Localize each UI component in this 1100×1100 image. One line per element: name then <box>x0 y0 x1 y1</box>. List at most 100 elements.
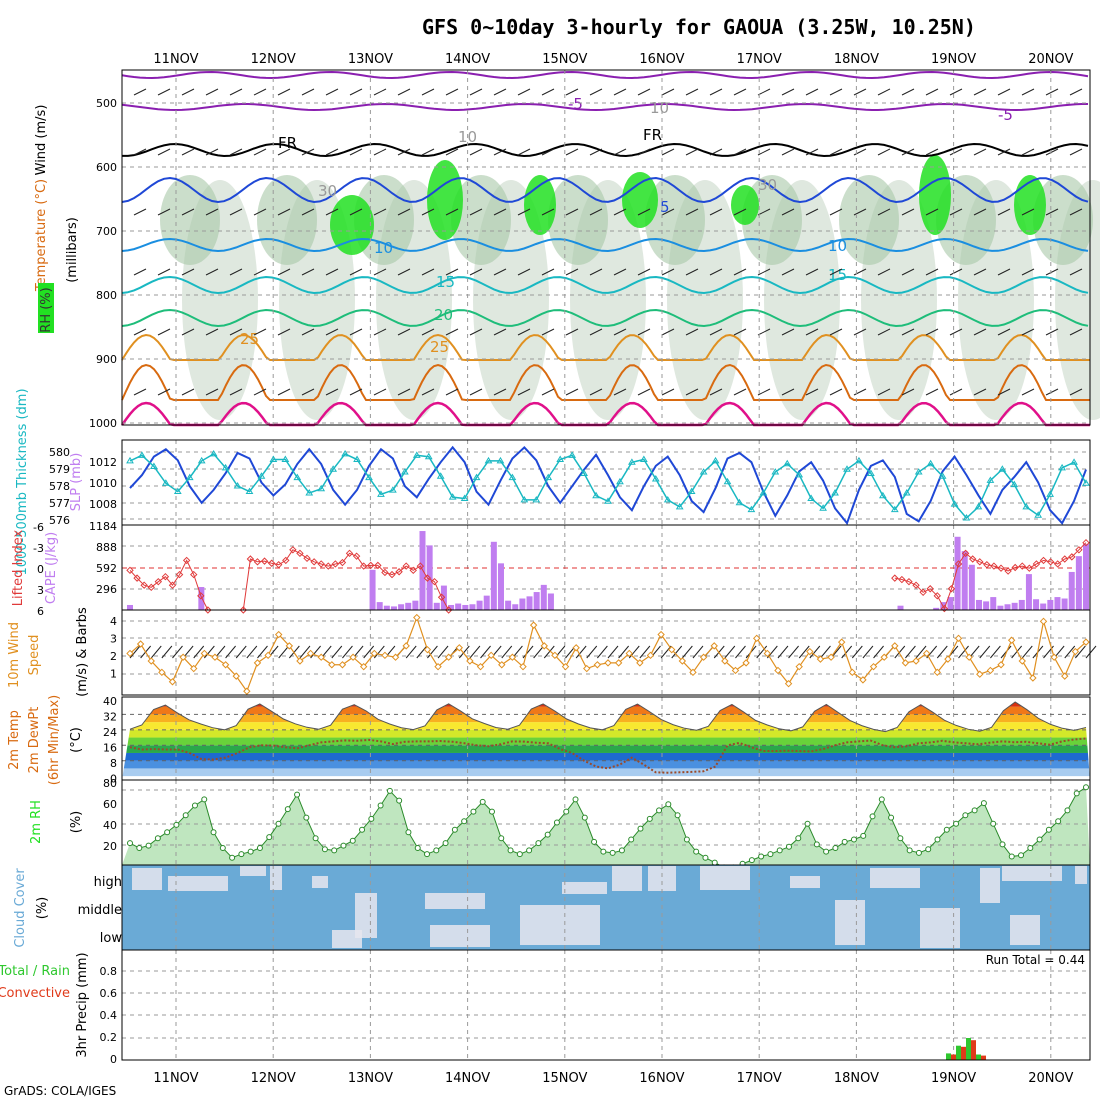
slp-marker <box>699 468 708 475</box>
slp-marker <box>926 459 935 467</box>
wind-barb <box>661 148 675 156</box>
wind-speed-marker <box>349 653 357 661</box>
slp-marker <box>185 473 194 481</box>
rh-marker <box>702 854 709 861</box>
temp-bands <box>122 702 1090 777</box>
cape-bar <box>490 541 497 610</box>
pressure-tick: 600 <box>96 161 117 174</box>
wind-barb <box>301 148 315 156</box>
wind-barb <box>225 645 236 659</box>
rh-marker <box>674 812 681 819</box>
cape-bar <box>1004 604 1011 610</box>
slp-marker <box>508 473 517 481</box>
cape-bar <box>1047 599 1054 610</box>
wind-barb <box>342 645 353 659</box>
thickness-ylabel: 1000-500mb Thickness (dm) <box>15 388 30 575</box>
wind-barb <box>445 388 459 396</box>
pressure-tick: 1000 <box>89 417 117 430</box>
slp-marker <box>950 500 959 507</box>
wind-barb <box>458 645 470 659</box>
lifted-index-marker <box>367 561 375 570</box>
rh-marker <box>906 847 913 854</box>
slp-marker <box>1058 463 1066 471</box>
precip-convective-bar <box>971 1040 976 1060</box>
cape-bar <box>997 605 1004 610</box>
wind-barb <box>469 388 483 396</box>
rh-marker <box>860 832 867 839</box>
rh-marker <box>516 851 523 858</box>
rh-ylabel-1: 2m RH <box>29 800 44 844</box>
rh-marker <box>553 819 560 826</box>
wind-barb <box>373 208 387 216</box>
lifted-index-marker <box>126 566 134 575</box>
wind-barb <box>692 645 704 659</box>
wind-barb <box>331 645 343 659</box>
wind-barb <box>541 208 555 216</box>
wind-barb <box>781 148 795 156</box>
precip-legend-total: Total / Rain <box>0 964 70 979</box>
wind-barb <box>373 328 387 336</box>
wind-barb <box>416 645 428 659</box>
rh-legend: RH (%) <box>39 287 54 332</box>
cloud-gap <box>355 893 377 938</box>
lifted-index-marker <box>940 604 949 613</box>
li-tick: 6 <box>37 605 44 618</box>
lifted-index-marker <box>1082 539 1090 547</box>
rh-tick: 80 <box>103 777 117 790</box>
contour-label: 15 <box>436 273 455 291</box>
rh-marker <box>1055 818 1062 825</box>
wind-barb <box>973 88 987 96</box>
wind-barb <box>1021 388 1035 396</box>
rh-marker <box>396 797 403 804</box>
temperature-contour <box>122 142 1089 158</box>
li-ylabel: Lifted Index <box>11 529 26 606</box>
date-label: 20NOV <box>1028 52 1073 67</box>
date-label: 20NOV <box>1028 1071 1073 1086</box>
lifted-index-marker <box>947 585 956 593</box>
pressure-tick: 800 <box>96 289 117 302</box>
cape-bar <box>497 563 504 610</box>
slp-marker <box>878 491 887 499</box>
wind-speed-marker <box>614 659 623 667</box>
wind-barb <box>805 268 819 276</box>
lifted-index-marker <box>182 556 191 565</box>
cloud-gap <box>980 868 1000 903</box>
lifted-index-marker <box>898 575 906 584</box>
wind-barb <box>133 388 147 396</box>
rh-marker <box>321 846 328 853</box>
wind-ylabel-2: Speed <box>27 635 42 676</box>
slp-marker <box>281 455 290 463</box>
rh-shading <box>548 175 608 265</box>
wind-speed-marker <box>816 655 825 663</box>
wind-barb <box>157 88 171 96</box>
rh-marker <box>229 854 236 861</box>
cloud-ylabel-1: Cloud Cover <box>13 868 28 948</box>
wind-barb <box>373 88 387 96</box>
wind-speed-marker <box>275 630 283 639</box>
wind-barb <box>873 645 884 659</box>
wind-speed-marker <box>657 630 665 639</box>
wind-barb <box>1085 645 1097 659</box>
wind-barb <box>1069 328 1083 336</box>
wind-barb <box>637 148 651 156</box>
wind-speed-marker <box>944 655 952 663</box>
wind-tick: 3 <box>110 633 117 646</box>
cloud-gap <box>430 925 490 947</box>
wind-barb <box>637 88 651 96</box>
rh-marker <box>971 807 978 814</box>
lifted-index-marker <box>197 592 205 600</box>
wind-barb <box>278 645 290 659</box>
wind-barb <box>310 645 321 659</box>
rh-marker <box>507 847 514 854</box>
wind-barb <box>397 148 411 156</box>
wind-speed-marker <box>837 638 846 646</box>
rh-marker <box>795 835 802 842</box>
wind-barb <box>757 328 771 336</box>
wind-barb <box>757 88 771 96</box>
rh-marker <box>776 847 783 854</box>
lifted-index-marker <box>381 568 389 577</box>
wind-barb <box>533 645 545 659</box>
contour-label: 10 <box>828 237 847 255</box>
slp-marker <box>902 488 911 496</box>
wind-barb <box>565 88 579 96</box>
